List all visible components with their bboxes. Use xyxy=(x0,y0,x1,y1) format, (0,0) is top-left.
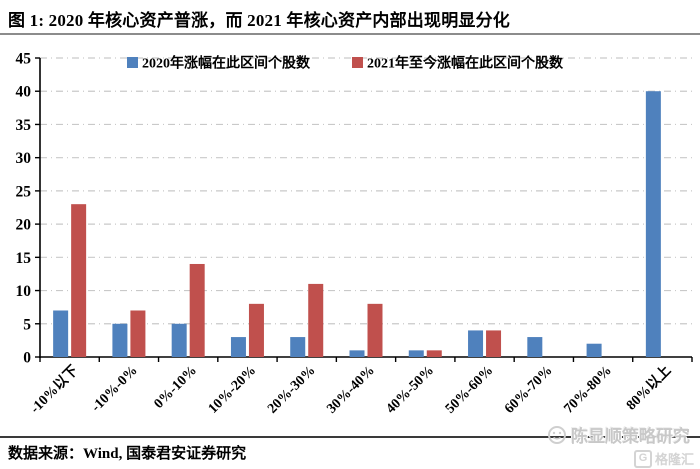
legend-swatch-icon xyxy=(352,57,363,68)
bar xyxy=(290,337,306,357)
brand-name: 格隆汇 xyxy=(654,452,694,467)
bar xyxy=(71,204,87,357)
y-tick-label: 5 xyxy=(23,316,31,333)
bar xyxy=(230,337,246,357)
page-title: 图 1: 2020 年核心资产普涨，而 2021 年核心资产内部出现明显分化 xyxy=(8,11,511,30)
legend: 2020年涨幅在此区间个股数 2021年至今涨幅在此区间个股数 xyxy=(127,55,564,72)
x-tick-label: 50%-60% xyxy=(443,363,497,417)
legend-item: 2021年至今涨幅在此区间个股数 xyxy=(352,55,564,72)
bar xyxy=(248,303,264,357)
y-tick-label: 30 xyxy=(16,150,32,167)
bar xyxy=(426,350,442,357)
bar xyxy=(53,310,69,357)
data-source-note: 数据来源：Wind, 国泰君安证券研究 xyxy=(8,446,247,462)
bar xyxy=(486,330,502,357)
bar xyxy=(408,350,424,357)
x-tick-label: 60%-70% xyxy=(502,363,556,417)
series-2021年至今涨幅在此区间个股数 xyxy=(71,204,502,357)
bar xyxy=(468,330,484,357)
legend-item: 2020年涨幅在此区间个股数 xyxy=(127,55,311,72)
x-tick-label: 0%-10% xyxy=(151,363,200,412)
y-tick-label: 0 xyxy=(23,350,31,367)
brand-watermark: G 格隆汇 xyxy=(633,449,694,468)
gridlines xyxy=(40,57,692,325)
x-tick-label: -10%-0% xyxy=(89,363,141,415)
x-tick-label: 30%-40% xyxy=(324,363,378,417)
bar xyxy=(645,91,661,357)
bar xyxy=(130,310,146,357)
watermark: 陈显顺策略研究 xyxy=(547,422,690,447)
x-tick-label: 70%-80% xyxy=(561,363,615,417)
legend-label: 2021年至今涨幅在此区间个股数 xyxy=(367,55,564,72)
y-tick-labels: 0 5 10 15 20 25 30 35 40 45 xyxy=(16,51,32,367)
bar xyxy=(349,350,365,357)
bar xyxy=(586,343,602,357)
y-tick-label: 40 xyxy=(16,84,32,101)
legend-swatch-icon xyxy=(127,57,138,68)
y-tick-label: 35 xyxy=(16,117,32,134)
x-tick-label: 20%-30% xyxy=(265,363,319,417)
x-tick-label: -10%以下 xyxy=(27,363,81,417)
x-tick-label: 10%-20% xyxy=(206,363,260,417)
y-tick-label: 15 xyxy=(16,250,32,267)
y-tick-label: 10 xyxy=(16,283,32,300)
smiley-face-icon xyxy=(548,425,566,444)
bar xyxy=(112,323,128,357)
bar xyxy=(171,323,187,357)
y-tick-label: 20 xyxy=(16,217,32,234)
bar xyxy=(367,303,383,357)
bar xyxy=(308,283,324,357)
brand-logo-icon: G xyxy=(633,449,652,468)
x-tick-labels: -10%以下 -10%-0% 0%-10% 10%-20% 20%-30% 30%-40%… xyxy=(27,363,674,417)
x-tick-label: 80%以上 xyxy=(623,363,674,414)
bar xyxy=(189,263,205,357)
y-tick-label: 25 xyxy=(16,183,32,200)
y-tick-label: 45 xyxy=(16,51,32,68)
title-divider xyxy=(0,33,700,35)
axes xyxy=(35,57,693,362)
footer-divider xyxy=(0,436,700,438)
watermark-text: 陈显顺策略研究 xyxy=(571,427,690,446)
legend-label: 2020年涨幅在此区间个股数 xyxy=(142,55,311,72)
x-tick-label: 40%-50% xyxy=(384,363,438,417)
bar xyxy=(527,337,543,357)
series-2020年涨幅在此区间个股数 xyxy=(53,91,661,357)
